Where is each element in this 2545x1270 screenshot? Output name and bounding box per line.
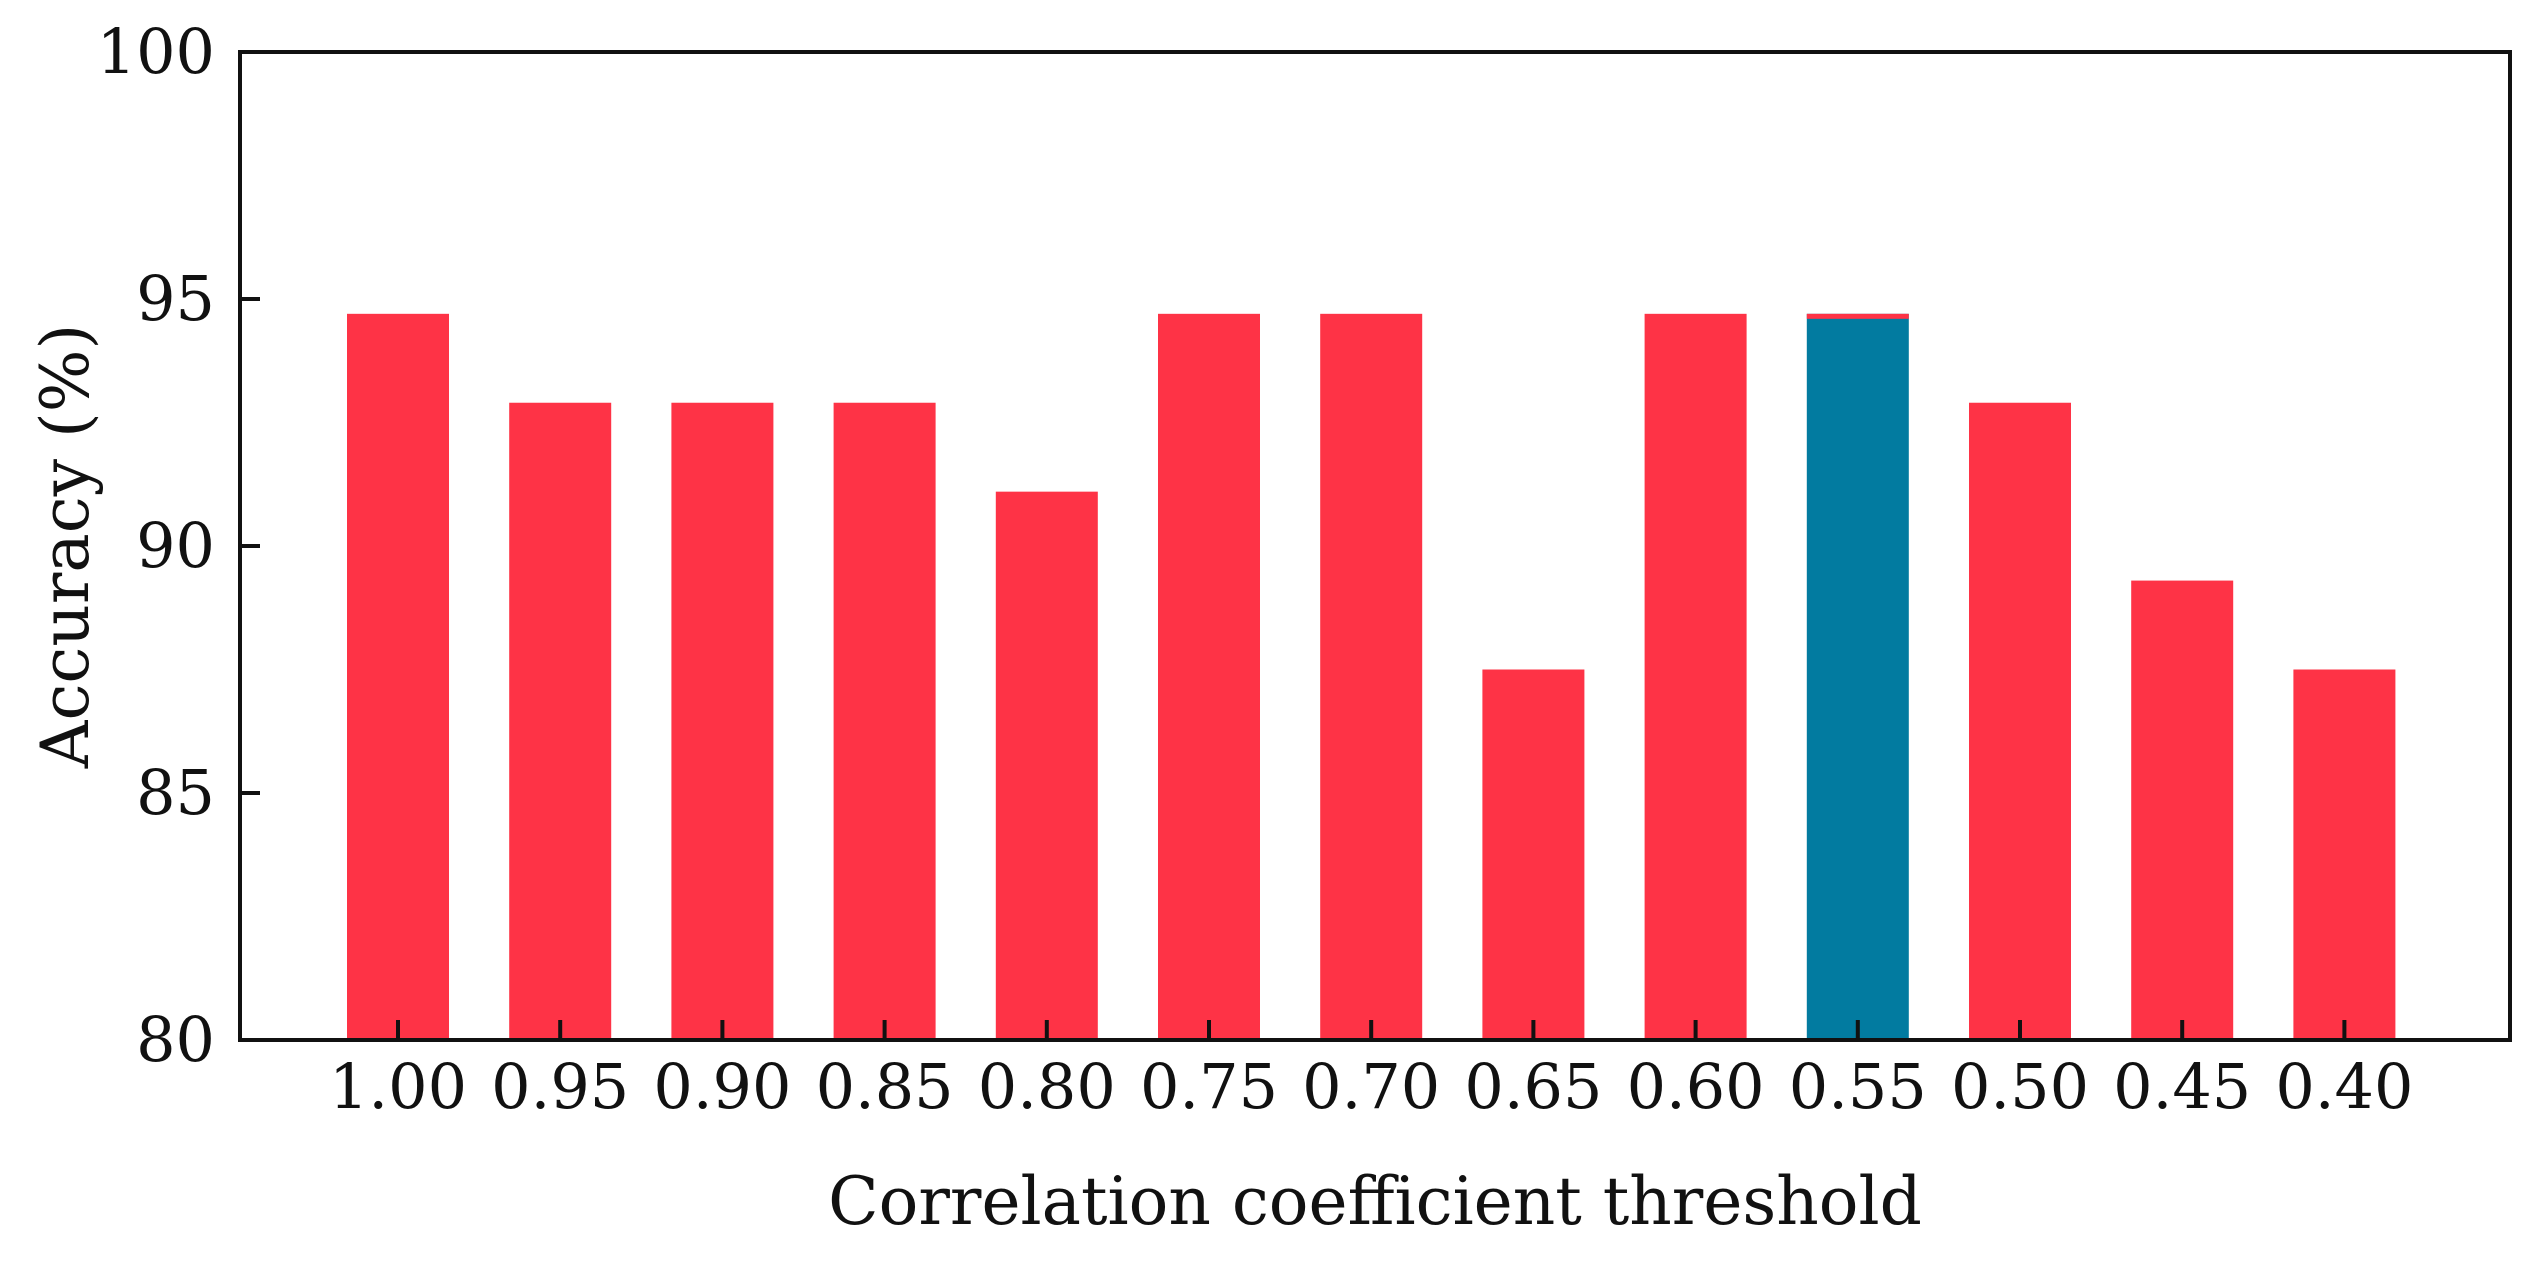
x-tick-label: 0.40 xyxy=(2275,1050,2413,1123)
y-tick-label: 95 xyxy=(136,262,215,335)
bar-0.80 xyxy=(995,491,1098,1040)
x-tick-label: 0.95 xyxy=(491,1050,629,1123)
bar-cap-0.55 xyxy=(1806,313,1909,319)
x-tick-label: 0.80 xyxy=(978,1050,1116,1123)
y-axis-title: Accuracy (%) xyxy=(27,324,104,769)
x-axis-title: Correlation coefficient threshold xyxy=(828,1163,1922,1240)
x-tick-label: 0.85 xyxy=(816,1050,954,1123)
y-tick-label: 85 xyxy=(136,756,215,829)
x-tick-label: 0.70 xyxy=(1302,1050,1440,1123)
bar-0.90 xyxy=(671,402,774,1040)
x-tick-label: 0.45 xyxy=(2113,1050,2251,1123)
bar-0.45 xyxy=(2131,580,2234,1040)
x-tick-label: 0.55 xyxy=(1789,1050,1927,1123)
bar-0.70 xyxy=(1320,313,1423,1040)
bar-0.95 xyxy=(509,402,612,1040)
bar-0.50 xyxy=(1969,402,2071,1040)
bar-0.75 xyxy=(1158,313,1260,1040)
x-tick-label: 0.60 xyxy=(1627,1050,1765,1123)
x-tick-label: 0.50 xyxy=(1951,1050,2089,1123)
y-tick-label: 100 xyxy=(97,15,215,88)
y-tick-label: 80 xyxy=(136,1003,215,1076)
x-tick-label: 0.65 xyxy=(1464,1050,1602,1123)
bar-0.65 xyxy=(1482,669,1585,1040)
bar-0.85 xyxy=(833,402,936,1040)
x-axis-ticks: 1.00 0.95 0.90 0.85 0.80 0.75 0.70 0.65 0.60 0.55… xyxy=(329,1020,2413,1123)
x-tick-label: 0.90 xyxy=(653,1050,791,1123)
x-tick-label: 1.00 xyxy=(329,1050,467,1123)
bars-layer xyxy=(347,313,2396,1040)
bar-0.55 xyxy=(1806,313,1909,1040)
bar-1.00 xyxy=(347,313,449,1040)
y-tick-label: 90 xyxy=(136,509,215,582)
x-tick-label: 0.75 xyxy=(1140,1050,1278,1123)
bar-0.60 xyxy=(1644,313,1747,1040)
y-axis-ticks: 80 85 90 95 100 xyxy=(97,15,260,1076)
bar-0.40 xyxy=(2293,669,2396,1040)
